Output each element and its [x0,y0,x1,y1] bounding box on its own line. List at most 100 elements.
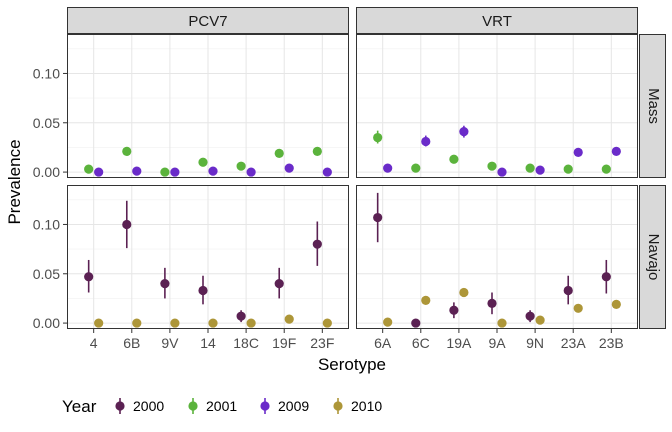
legend-label: 2009 [278,398,309,414]
data-point [563,164,573,174]
panel-border [356,185,638,329]
data-point [322,167,332,177]
data-point [246,318,256,328]
y-axis-title: Prevalence [5,139,24,224]
data-point [284,163,294,173]
data-point [84,272,94,282]
legend-label: 2001 [206,398,237,414]
x-tick-label: 19F [272,335,296,351]
legend-key-point [333,401,343,411]
data-point [160,167,170,177]
data-point [421,136,431,147]
data-point [611,299,621,309]
data-point [563,285,573,296]
data-point [274,148,284,158]
facet-strip-pcv7 [67,7,349,34]
data-point [497,318,507,328]
data-point [208,166,218,176]
data-point [459,127,469,137]
data-point [535,165,545,175]
legend-key-point [188,401,198,411]
data-point [373,132,383,143]
data-point [170,318,180,328]
x-axis-title: Serotype [318,355,386,374]
legend-title: Year [62,397,97,416]
facet-strip-label: PCV7 [188,13,227,30]
data-point [525,163,535,173]
y-tick-label: 0.05 [33,266,60,282]
data-point [274,279,284,289]
facet-strip-label: VRT [482,13,512,30]
data-point [122,219,132,230]
data-point [487,298,497,308]
x-tick-label: 23B [599,335,624,351]
data-point [198,285,208,296]
data-point [208,318,218,328]
data-point [411,318,421,328]
facet-strip-vrt [356,7,638,34]
data-point [170,167,180,177]
data-point [132,166,142,176]
data-point [122,146,132,156]
data-point [236,161,246,171]
x-tick-label: 18C [233,335,259,351]
data-point [160,279,170,289]
facet-strip-navajo [639,185,666,329]
y-tick-label: 0.05 [33,115,60,131]
data-point [383,163,393,173]
data-point [611,146,621,156]
data-point [198,157,208,167]
legend-key-point [115,401,125,411]
y-tick-label: 0.00 [33,164,60,180]
x-tick-label: 23A [561,335,587,351]
data-point [459,287,469,298]
x-tick-label: 23F [310,335,334,351]
data-point [525,311,535,321]
x-tick-label: 6A [374,335,392,351]
data-point [373,212,383,223]
facet-strip-mass [639,34,666,178]
facet-strip-label: Mass [645,88,662,124]
y-tick-label: 0.00 [33,315,60,331]
data-point [383,317,393,327]
data-point [573,147,583,157]
x-tick-label: 14 [200,335,216,351]
legend-key-point [260,401,270,411]
data-point [573,303,583,313]
data-point [312,146,322,156]
data-point [94,318,104,328]
data-point [449,154,459,164]
panel-border [67,34,349,178]
data-point [84,164,94,174]
data-point [497,167,507,177]
data-point [601,272,611,282]
y-tick-label: 0.10 [33,65,60,81]
data-point [535,315,545,325]
panel-border [356,34,638,178]
x-tick-label: 6C [412,335,430,351]
facet-strip-label: Navajo [645,234,662,281]
x-tick-label: 4 [90,335,98,351]
y-tick-label: 0.10 [33,216,60,232]
data-point [312,239,322,249]
legend-label: 2010 [351,398,382,414]
data-point [421,295,431,305]
data-point [601,164,611,174]
data-point [487,161,497,171]
data-point [94,167,104,177]
x-tick-label: 9N [526,335,544,351]
data-point [322,318,332,328]
data-point [132,318,142,328]
data-point [246,167,256,177]
data-point [449,305,459,315]
x-tick-label: 9A [488,335,506,351]
x-tick-label: 6B [123,335,140,351]
x-tick-label: 19A [446,335,472,351]
panel-border [67,185,349,329]
data-point [236,311,246,321]
x-tick-label: 9V [161,335,179,351]
data-point [284,314,294,324]
legend-label: 2000 [133,398,164,414]
data-point [411,163,421,173]
